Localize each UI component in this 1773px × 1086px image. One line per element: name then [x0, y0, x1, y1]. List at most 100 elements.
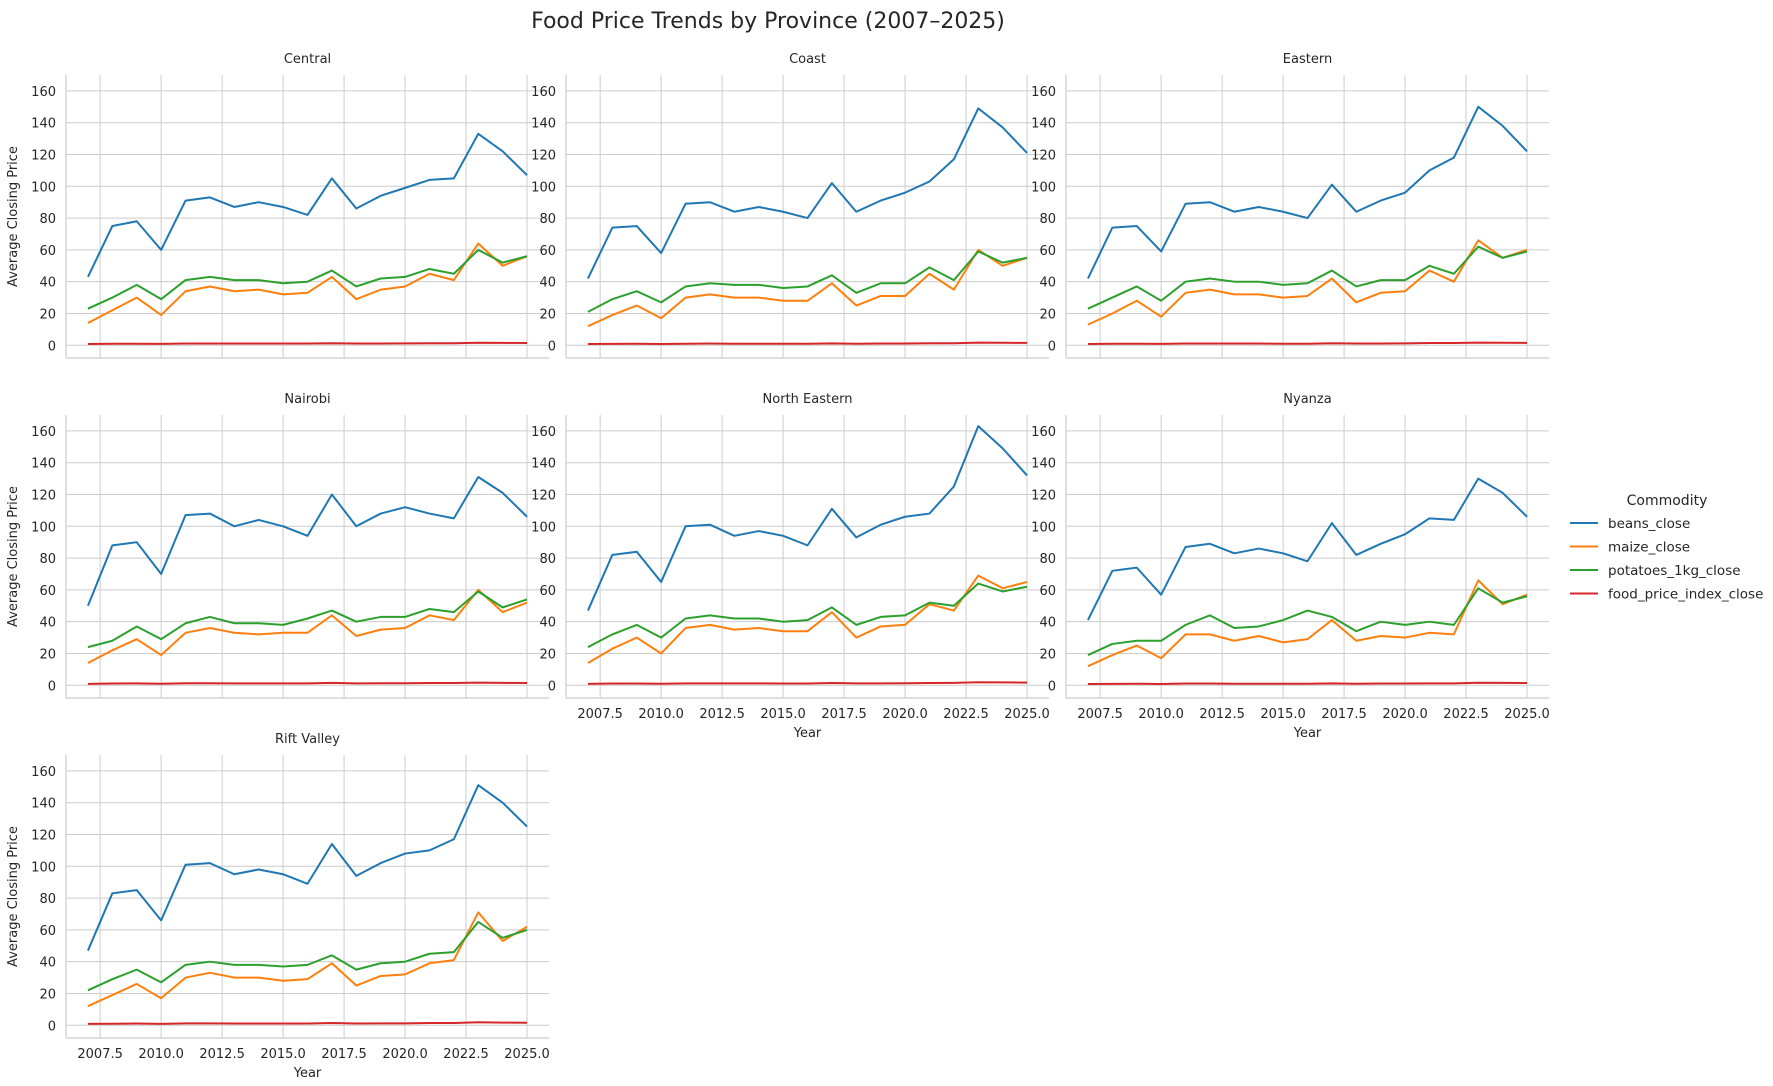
- series-line-food-price-index-close: [1087, 681, 1528, 686]
- y-tick-label: 120: [1031, 148, 1056, 163]
- x-tick-label: 2022.5: [943, 707, 989, 722]
- x-tick-label: 2017.5: [821, 707, 867, 722]
- x-axis-label: Year: [793, 726, 822, 741]
- y-tick-label: 0: [1048, 339, 1056, 354]
- y-tick-label: 60: [39, 584, 56, 599]
- legend-title: Commodity: [1627, 493, 1708, 509]
- legend-label: food_price_index_close: [1608, 587, 1763, 603]
- y-tick-label: 40: [1039, 276, 1056, 291]
- x-tick-label: 2012.5: [1199, 707, 1245, 722]
- y-tick-label: 80: [539, 552, 556, 567]
- y-tick-label: 100: [1031, 520, 1056, 535]
- y-tick-label: 60: [1039, 584, 1056, 599]
- y-tick-label: 40: [539, 276, 556, 291]
- panel-title: Nairobi: [284, 392, 330, 407]
- y-tick-label: 20: [39, 987, 56, 1002]
- y-tick-label: 0: [48, 339, 56, 354]
- x-tick-label: 2020.0: [382, 1047, 428, 1062]
- panel-title: Coast: [789, 52, 826, 67]
- y-tick-label: 160: [531, 85, 556, 100]
- series-line-potatoes-1kg-close: [587, 582, 1028, 649]
- series-line-potatoes-1kg-close: [1087, 587, 1528, 656]
- series-line-potatoes-1kg-close: [87, 590, 528, 649]
- series-line-beans-close: [587, 425, 1028, 611]
- series-line-beans-close: [587, 107, 1028, 279]
- series-line-maize-close: [587, 574, 1028, 664]
- x-tick-label: 2025.0: [1504, 707, 1550, 722]
- y-tick-label: 80: [1039, 212, 1056, 227]
- panel-nairobi: Nairobi 0 20 40 60 80 100 120 140 160 Average Clos…: [6, 392, 549, 699]
- legend-label: maize_close: [1608, 540, 1690, 556]
- series-line-beans-close: [1087, 477, 1528, 621]
- y-tick-label: 100: [31, 180, 56, 195]
- series-line-food-price-index-close: [87, 681, 528, 685]
- y-tick-label: 140: [531, 117, 556, 132]
- panel-rift-valley: Rift Valley 0 20 40 60 80 100 120 140 160 2007.5 20…: [6, 732, 550, 1081]
- y-tick-label: 60: [539, 584, 556, 599]
- y-tick-label: 160: [531, 425, 556, 440]
- y-tick-label: 100: [531, 520, 556, 535]
- series-line-maize-close: [587, 248, 1028, 328]
- x-tick-label: 2017.5: [321, 1047, 367, 1062]
- panel-title: North Eastern: [763, 392, 853, 407]
- panel-title: Central: [284, 52, 331, 67]
- series-line-food-price-index-close: [1087, 341, 1528, 346]
- y-tick-label: 20: [539, 307, 556, 322]
- x-tick-label: 2015.0: [260, 1047, 306, 1062]
- y-tick-label: 100: [31, 520, 56, 535]
- series-line-maize-close: [87, 911, 528, 1008]
- y-tick-label: 60: [1039, 244, 1056, 259]
- x-tick-label: 2007.5: [77, 1047, 123, 1062]
- y-tick-label: 100: [531, 180, 556, 195]
- x-tick-label: 2007.5: [1077, 707, 1123, 722]
- y-tick-label: 80: [1039, 552, 1056, 567]
- x-tick-label: 2007.5: [577, 707, 623, 722]
- y-tick-label: 60: [539, 244, 556, 259]
- x-tick-label: 2025.0: [1004, 707, 1050, 722]
- panel-central: Central 0 20 40 60 80 100 120 140 160 Average Clos…: [6, 52, 549, 359]
- series-line-food-price-index-close: [87, 341, 528, 346]
- y-tick-label: 20: [539, 647, 556, 662]
- panel-eastern: Eastern 0 20 40 60 80 100 120 140 160: [1031, 52, 1549, 359]
- y-tick-label: 120: [531, 148, 556, 163]
- series-line-food-price-index-close: [87, 1021, 528, 1025]
- y-tick-label: 40: [1039, 616, 1056, 631]
- y-tick-label: 160: [31, 425, 56, 440]
- x-tick-label: 2012.5: [199, 1047, 245, 1062]
- x-axis-label: Year: [293, 1066, 322, 1081]
- panel-north-eastern: North Eastern 0 20 40 60 80 100 120 140 160 2007.5…: [531, 392, 1050, 741]
- x-tick-label: 2020.0: [882, 707, 928, 722]
- series-line-maize-close: [87, 588, 528, 664]
- y-tick-label: 140: [531, 457, 556, 472]
- y-tick-label: 0: [48, 1019, 56, 1034]
- y-tick-label: 60: [39, 244, 56, 259]
- y-tick-label: 60: [39, 924, 56, 939]
- y-tick-label: 120: [1031, 488, 1056, 503]
- y-tick-label: 40: [39, 276, 56, 291]
- y-axis-label: Average Closing Price: [6, 146, 21, 287]
- y-tick-label: 100: [31, 860, 56, 875]
- y-tick-label: 120: [531, 488, 556, 503]
- x-tick-label: 2010.0: [1138, 707, 1184, 722]
- x-tick-label: 2015.0: [760, 707, 806, 722]
- y-tick-label: 140: [31, 457, 56, 472]
- y-tick-label: 140: [1031, 457, 1056, 472]
- y-tick-label: 140: [31, 797, 56, 812]
- y-tick-label: 0: [1048, 679, 1056, 694]
- y-tick-label: 20: [39, 307, 56, 322]
- y-tick-label: 160: [31, 765, 56, 780]
- y-tick-label: 40: [39, 956, 56, 971]
- y-tick-label: 160: [1031, 85, 1056, 100]
- series-line-potatoes-1kg-close: [87, 248, 528, 310]
- y-tick-label: 160: [1031, 425, 1056, 440]
- x-axis-label: Year: [1293, 726, 1322, 741]
- series-line-potatoes-1kg-close: [1087, 245, 1528, 310]
- x-tick-label: 2022.5: [1443, 707, 1489, 722]
- y-axis-label: Average Closing Price: [6, 486, 21, 627]
- panel-title: Eastern: [1283, 52, 1332, 67]
- x-tick-label: 2012.5: [699, 707, 745, 722]
- y-tick-label: 80: [539, 212, 556, 227]
- chart-title: Food Price Trends by Province (2007–2025…: [531, 9, 1005, 34]
- y-tick-label: 0: [548, 679, 556, 694]
